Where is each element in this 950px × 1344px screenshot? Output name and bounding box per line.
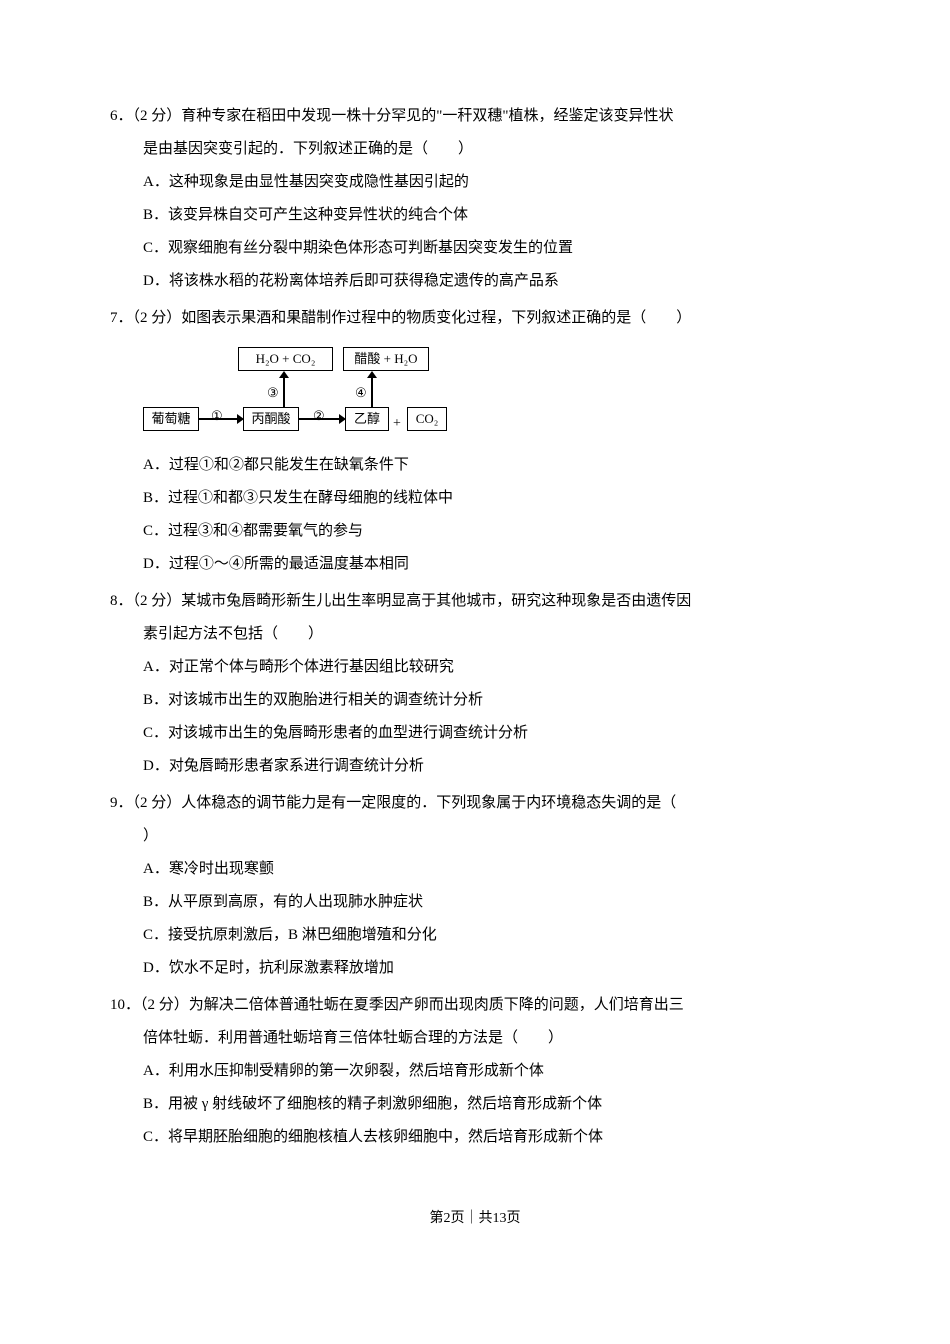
box-ethanol: 乙醇 — [345, 407, 389, 431]
option-b: B．用被 γ 射线破坏了细胞核的精子刺激卵细胞，然后培育形成新个体 — [110, 1088, 840, 1121]
option-c: C．接受抗原刺激后，B 淋巴细胞增殖和分化 — [110, 919, 840, 952]
question-stem: 7．（2 分）如图表示果酒和果醋制作过程中的物质变化过程，下列叙述正确的是（ ） — [110, 302, 840, 335]
page-footer: 第2页｜共13页 — [110, 1204, 840, 1235]
option-a: A．这种现象是由显性基因突变成隐性基因引起的 — [110, 166, 840, 199]
question-6: 6．（2 分）育种专家在稻田中发现一株十分罕见的"一秆双穗"植株，经鉴定该变异性… — [110, 100, 840, 298]
question-stem: 8．（2 分）某城市兔唇畸形新生儿出生率明显高于其他城市，研究这种现象是否由遗传… — [110, 585, 840, 618]
question-text: 育种专家在稻田中发现一株十分罕见的"一秆双穗"植株，经鉴定该变异性状 — [181, 108, 673, 124]
box-acetic: 醋酸 + H₂O — [343, 347, 429, 371]
arrow-4 — [371, 377, 373, 407]
question-stem-cont: 是由基因突变引起的．下列叙述正确的是（ ） — [110, 133, 840, 166]
arrow-3-head — [279, 371, 289, 378]
question-10: 10．（2 分）为解决二倍体普通牡蛎在夏季因产卵而出现肉质下降的问题，人们培育出… — [110, 989, 840, 1154]
arrow-1-head — [237, 414, 244, 424]
box-h2o-co2: H₂O + CO₂ — [238, 347, 333, 371]
option-c: C．对该城市出生的兔唇畸形患者的血型进行调查统计分析 — [110, 717, 840, 750]
question-points: （2 分） — [140, 997, 189, 1013]
option-c: C．观察细胞有丝分裂中期染色体形态可判断基因突变发生的位置 — [110, 232, 840, 265]
question-number: 10． — [110, 997, 140, 1013]
question-8: 8．（2 分）某城市兔唇畸形新生儿出生率明显高于其他城市，研究这种现象是否由遗传… — [110, 585, 840, 783]
option-c: C．将早期胚胎细胞的细胞核植人去核卵细胞中，然后培育形成新个体 — [110, 1121, 840, 1154]
question-points: （2 分） — [133, 593, 182, 609]
option-d: D．过程①～④所需的最适温度基本相同 — [110, 548, 840, 581]
option-a: A．寒冷时出现寒颤 — [110, 853, 840, 886]
box-glucose: 葡萄糖 — [143, 407, 199, 431]
question-stem-cont: 倍体牡蛎．利用普通牡蛎培育三倍体牡蛎合理的方法是（ ） — [110, 1022, 840, 1055]
question-points: （2 分） — [133, 108, 182, 124]
question-number: 9． — [110, 795, 133, 811]
label-4: ④ — [355, 379, 367, 408]
question-points: （2 分） — [133, 310, 182, 326]
footer-suffix: 页 — [507, 1211, 521, 1226]
label-3: ③ — [267, 379, 279, 408]
question-number: 7． — [110, 310, 133, 326]
option-b: B．对该城市出生的双胞胎进行相关的调查统计分析 — [110, 684, 840, 717]
plus-sign: + — [393, 409, 401, 440]
arrow-4-head — [367, 371, 377, 378]
question-stem: 9．（2 分）人体稳态的调节能力是有一定限度的．下列现象属于内环境稳态失调的是（ — [110, 787, 840, 820]
footer-prefix: 第 — [430, 1211, 444, 1226]
question-text: 人体稳态的调节能力是有一定限度的．下列现象属于内环境稳态失调的是（ — [181, 795, 691, 811]
question-stem: 10．（2 分）为解决二倍体普通牡蛎在夏季因产卵而出现肉质下降的问题，人们培育出… — [110, 989, 840, 1022]
question-9: 9．（2 分）人体稳态的调节能力是有一定限度的．下列现象属于内环境稳态失调的是（… — [110, 787, 840, 985]
arrow-3 — [283, 377, 285, 407]
option-a: A．对正常个体与畸形个体进行基因组比较研究 — [110, 651, 840, 684]
question-stem: 6．（2 分）育种专家在稻田中发现一株十分罕见的"一秆双穗"植株，经鉴定该变异性… — [110, 100, 840, 133]
flowchart-diagram: H₂O + CO₂ 醋酸 + H₂O 葡萄糖 丙酮酸 乙醇 CO₂ + ① ② … — [110, 347, 840, 437]
label-1: ① — [211, 402, 223, 431]
label-2: ② — [313, 402, 325, 431]
question-7: 7．（2 分）如图表示果酒和果醋制作过程中的物质变化过程，下列叙述正确的是（ ）… — [110, 302, 840, 581]
question-text: 为解决二倍体普通牡蛎在夏季因产卵而出现肉质下降的问题，人们培育出三 — [189, 997, 684, 1013]
arrow-2-head — [339, 414, 346, 424]
box-pyruvate: 丙酮酸 — [243, 407, 299, 431]
option-a: A．利用水压抑制受精卵的第一次卵裂，然后培育形成新个体 — [110, 1055, 840, 1088]
question-text: 如图表示果酒和果醋制作过程中的物质变化过程，下列叙述正确的是（ ） — [181, 310, 691, 326]
question-text: 某城市兔唇畸形新生儿出生率明显高于其他城市，研究这种现象是否由遗传因 — [181, 593, 691, 609]
option-c: C．过程③和④都需要氧气的参与 — [110, 515, 840, 548]
footer-current: 2 — [444, 1211, 451, 1226]
option-b: B．该变异株自交可产生这种变异性状的纯合个体 — [110, 199, 840, 232]
question-number: 8． — [110, 593, 133, 609]
option-b: B．从平原到高原，有的人出现肺水肿症状 — [110, 886, 840, 919]
question-stem-cont: 素引起方法不包括（ ） — [110, 618, 840, 651]
question-number: 6． — [110, 108, 133, 124]
option-a: A．过程①和②都只能发生在缺氧条件下 — [110, 449, 840, 482]
box-co2: CO₂ — [407, 407, 447, 431]
option-d: D．将该株水稻的花粉离体培养后即可获得稳定遗传的高产品系 — [110, 265, 840, 298]
question-points: （2 分） — [133, 795, 182, 811]
option-d: D．饮水不足时，抗利尿激素释放增加 — [110, 952, 840, 985]
option-d: D．对兔唇畸形患者家系进行调查统计分析 — [110, 750, 840, 783]
option-b: B．过程①和都③只发生在酵母细胞的线粒体中 — [110, 482, 840, 515]
footer-mid: 页｜共 — [451, 1211, 493, 1226]
footer-total: 13 — [493, 1211, 507, 1226]
question-stem-cont: ） — [110, 820, 840, 853]
